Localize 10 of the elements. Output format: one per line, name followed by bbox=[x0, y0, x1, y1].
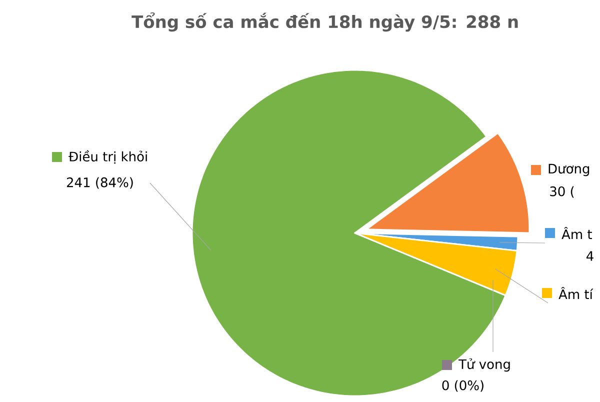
data-label: 4 bbox=[586, 251, 594, 261]
legend-label: Âm t bbox=[562, 226, 592, 240]
legend-label: Âm tí bbox=[558, 286, 594, 300]
legend-label: Dương bbox=[548, 164, 590, 176]
legend-label: Tử vong bbox=[458, 358, 510, 372]
legend-label: Điều trị khỏi bbox=[68, 150, 147, 164]
data-label: 241 (84%) bbox=[66, 177, 133, 189]
data-label: 30 ( bbox=[550, 186, 574, 198]
chart-title: Tổng số ca mắc đến 18h ngày 9/5: 288 n bbox=[132, 12, 518, 32]
text: 0 (0%) bbox=[442, 380, 484, 392]
